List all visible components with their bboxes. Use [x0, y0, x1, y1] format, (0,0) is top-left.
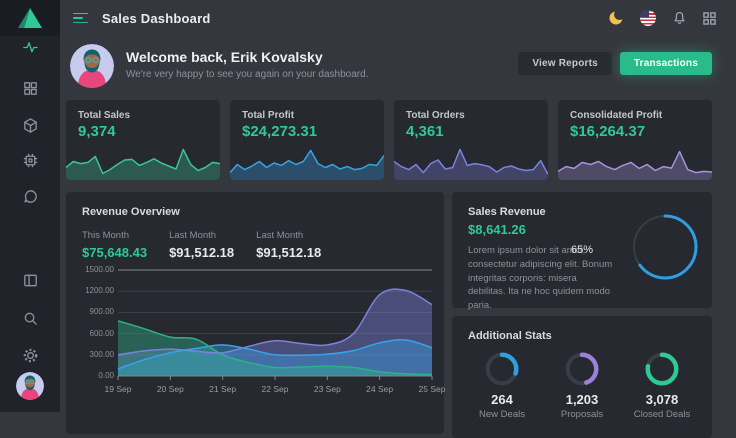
stat-card-label: Consolidated Profit — [570, 110, 663, 121]
closed-deals-donut — [645, 352, 679, 386]
stat-proposals: 1,203 Proposals — [542, 352, 622, 420]
stat-card-value: 9,374 — [78, 123, 116, 140]
sidebar-item-system[interactable] — [0, 152, 60, 169]
sales-revenue-donut-label: 65% — [570, 244, 594, 256]
sidebar-item-products[interactable] — [0, 117, 60, 134]
sidebar-item-dashboard[interactable] — [0, 39, 60, 56]
page-title: Sales Dashboard — [102, 10, 211, 26]
consolidated-profit-sparkline — [558, 144, 712, 180]
package-icon — [23, 118, 37, 133]
revenue-area-chart — [117, 269, 433, 380]
y-axis-labels: 1500.00 1200.00 900.00 600.00 300.00 0.00 — [85, 265, 114, 380]
gear-icon — [23, 348, 37, 363]
sidebar-item-messages[interactable] — [0, 188, 60, 205]
notifications-button[interactable] — [672, 10, 687, 26]
sales-revenue-donut — [632, 214, 698, 280]
logo-triangle-icon — [18, 8, 42, 28]
cpu-icon — [23, 153, 37, 168]
chat-icon — [23, 190, 37, 203]
x-axis-labels: 19 Sep 20 Sep 21 Sep 22 Sep 23 Sep 24 Sep 25 S… — [104, 384, 446, 394]
sidebar-item-settings[interactable] — [0, 347, 60, 364]
additional-stats-panel: Additional Stats 264 New Deals 1,203 Pro… — [452, 316, 712, 438]
sidebar-item-apps[interactable] — [0, 80, 60, 97]
total-orders-sparkline — [394, 144, 548, 180]
stat-card-consolidated-profit[interactable]: Consolidated Profit $16,264.37 — [558, 100, 712, 180]
stat-card-value: $24,273.31 — [242, 123, 318, 140]
language-us-flag-icon[interactable] — [640, 10, 656, 26]
revenue-stat-last-month-2: Last Month $91,512.18 — [256, 230, 322, 260]
sidebar-item-search[interactable] — [0, 310, 60, 327]
stat-card-value: $16,264.37 — [570, 123, 646, 140]
stat-card-total-sales[interactable]: Total Sales 9,374 — [66, 100, 220, 180]
dark-mode-toggle[interactable] — [608, 10, 624, 26]
sidebar-user-avatar[interactable] — [16, 372, 44, 400]
menu-toggle-icon[interactable] — [73, 12, 89, 24]
user-avatar-icon — [70, 44, 114, 88]
user-avatar-icon — [16, 372, 44, 400]
welcome-section: Welcome back, Erik Kovalsky We're very h… — [60, 36, 736, 98]
panel-title: Additional Stats — [468, 330, 552, 342]
sidebar — [0, 0, 60, 412]
stat-card-value: 4,361 — [406, 123, 444, 140]
apps-grid-icon — [703, 11, 716, 25]
view-reports-button[interactable]: View Reports — [518, 52, 612, 75]
revenue-stat-this-month: This Month $75,648.43 — [82, 230, 148, 260]
stat-card-label: Total Sales — [78, 110, 131, 121]
revenue-stat-last-month: Last Month $91,512.18 — [169, 230, 235, 260]
sales-revenue-description: Lorem ipsum dolor sit amet, consectetur … — [468, 245, 613, 312]
proposals-donut — [565, 352, 599, 386]
stat-card-label: Total Orders — [406, 110, 465, 121]
bell-icon — [674, 12, 685, 24]
revenue-stats: This Month $75,648.43 Last Month $91,512… — [82, 230, 321, 260]
revenue-overview-panel: Revenue Overview This Month $75,648.43 L… — [66, 192, 446, 434]
activity-icon — [22, 42, 38, 53]
welcome-title: Welcome back, Erik Kovalsky — [126, 49, 323, 65]
sidebar-item-layouts[interactable] — [0, 272, 60, 289]
transactions-button[interactable]: Transactions — [619, 52, 712, 75]
app-logo[interactable] — [0, 0, 60, 36]
panel-title: Revenue Overview — [82, 206, 180, 218]
stat-cards-row: Total Sales 9,374 Total Profit $24,273.3… — [66, 100, 712, 180]
total-profit-sparkline — [230, 144, 384, 180]
search-icon — [24, 312, 37, 325]
stat-card-label: Total Profit — [242, 110, 295, 121]
moon-icon — [609, 10, 624, 25]
sales-revenue-value: $8,641.26 — [468, 222, 526, 237]
welcome-subtitle: We're very happy to see you again on you… — [126, 69, 369, 80]
topbar: Sales Dashboard — [60, 0, 736, 36]
sales-revenue-panel: Sales Revenue $8,641.26 Lorem ipsum dolo… — [452, 192, 712, 311]
user-avatar[interactable] — [70, 44, 114, 88]
stat-closed-deals: 3,078 Closed Deals — [622, 352, 702, 420]
total-sales-sparkline — [66, 144, 220, 180]
layout-columns-icon — [23, 274, 37, 287]
stat-new-deals: 264 New Deals — [462, 352, 542, 420]
panel-title: Sales Revenue — [468, 206, 546, 218]
new-deals-donut — [485, 352, 519, 386]
apps-menu-button[interactable] — [703, 11, 716, 25]
stat-card-total-profit[interactable]: Total Profit $24,273.31 — [230, 100, 384, 180]
grid-icon — [23, 82, 37, 95]
stat-card-total-orders[interactable]: Total Orders 4,361 — [394, 100, 548, 180]
